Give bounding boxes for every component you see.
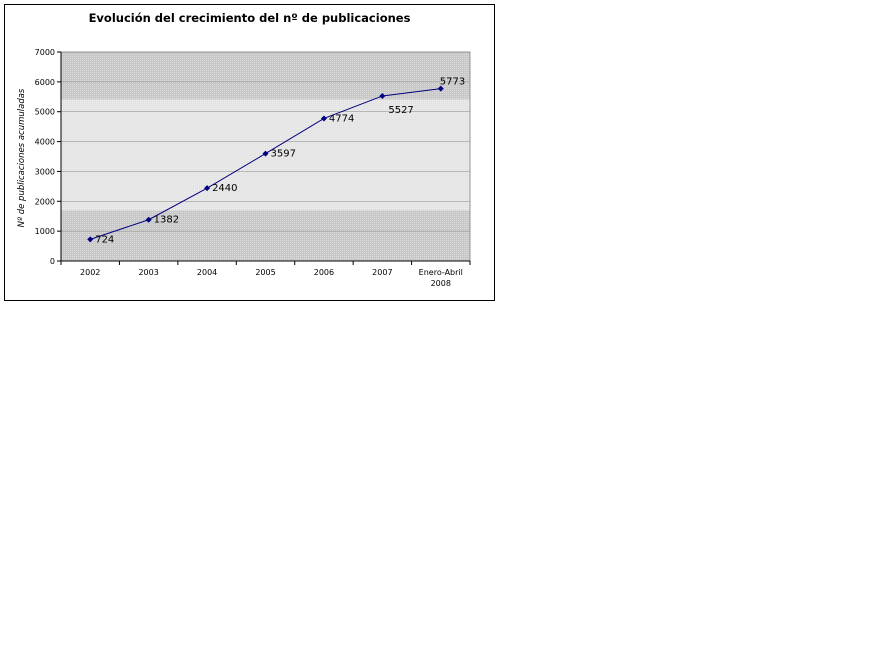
data-labels: 724 1382 2440 3597 4774 5527 5773 — [95, 77, 465, 246]
x-tick-label-6-0: Enero-Abril — [419, 268, 463, 277]
y-tick-label-2: 2000 — [35, 197, 55, 206]
data-label-3: 3597 — [271, 149, 296, 160]
x-axis: 2002 2003 2004 2005 2006 2007 Enero-Abril 2008 — [60, 260, 471, 288]
data-point-0 — [87, 236, 94, 243]
data-label-6: 5773 — [440, 77, 465, 88]
chart-title: Evolución del crecimiento del nº de publ… — [88, 11, 411, 25]
y-axis: 0 1000 2000 3000 4000 5000 6000 7000 — [35, 48, 62, 266]
data-point-4 — [320, 115, 327, 122]
x-tick-label-4-0: 2006 — [314, 268, 334, 277]
y-tick-label-3: 3000 — [35, 167, 55, 176]
data-label-1: 1382 — [154, 215, 179, 226]
x-tick-label-5-0: 2007 — [372, 268, 392, 277]
y-tick-label-1: 1000 — [35, 227, 55, 236]
x-tick-label-3-0: 2005 — [255, 268, 275, 277]
data-point-3 — [262, 150, 269, 157]
y-tick-label-0: 0 — [50, 257, 55, 266]
x-tick-label-2-0: 2004 — [197, 268, 217, 277]
x-tick-label-6-1: 2008 — [431, 279, 451, 288]
data-point-2 — [204, 185, 211, 192]
data-point-5 — [379, 92, 386, 99]
series-line-group — [87, 85, 444, 243]
data-label-0: 724 — [95, 234, 114, 245]
x-tick-label-1-0: 2003 — [138, 268, 158, 277]
data-point-1 — [145, 216, 152, 223]
y-tick-label-7: 7000 — [35, 48, 55, 57]
x-tick-label-0-0: 2002 — [80, 268, 100, 277]
data-point-6 — [437, 85, 444, 92]
data-label-2: 2440 — [212, 183, 237, 194]
y-tick-label-6: 6000 — [35, 78, 55, 87]
y-tick-label-4: 4000 — [35, 138, 55, 147]
data-label-4: 4774 — [329, 113, 354, 124]
y-tick-label-5: 5000 — [35, 108, 55, 117]
data-label-5: 5527 — [388, 105, 413, 116]
y-axis-label: Nº de publicaciones acumuladas — [17, 88, 27, 227]
